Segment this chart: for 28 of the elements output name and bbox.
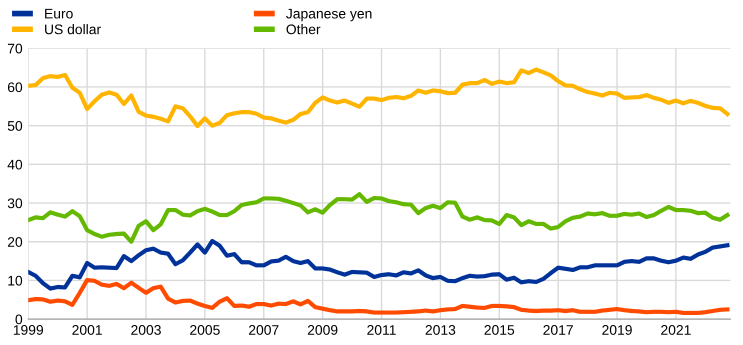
y-tick-label: 30 (8, 198, 22, 208)
y-tick-label: 60 (8, 82, 22, 92)
y-tick-label: 40 (8, 160, 22, 170)
y-tick-label: 0 (15, 314, 22, 324)
x-tick-label: 2009 (308, 325, 338, 335)
line-series (28, 238, 730, 291)
x-tick-label: 2015 (484, 325, 514, 335)
line-series (28, 192, 730, 244)
x-tick-label: 2003 (131, 325, 161, 335)
y-tick-label: 70 (8, 44, 22, 54)
line-series (28, 67, 730, 128)
y-tick-label: 10 (8, 276, 22, 286)
line-series (28, 278, 730, 316)
x-tick-label: 2007 (249, 325, 279, 335)
x-tick-label: 2021 (661, 325, 691, 335)
x-tick-label: 2019 (602, 325, 632, 335)
y-tick-label: 50 (8, 121, 22, 131)
x-tick-label: 1999 (14, 325, 44, 335)
y-tick-label: 20 (8, 237, 22, 247)
x-tick-label: 2001 (72, 325, 102, 335)
legend-label: Japanese yen (286, 8, 372, 22)
x-tick-label: 2017 (543, 325, 573, 335)
legend-label: US dollar (45, 24, 101, 34)
legend-label: Euro (45, 8, 73, 19)
x-tick-label: 2011 (367, 325, 396, 335)
legend-label: Other (286, 24, 320, 34)
x-tick-label: 2005 (190, 325, 220, 335)
x-tick-label: 2013 (426, 325, 456, 335)
